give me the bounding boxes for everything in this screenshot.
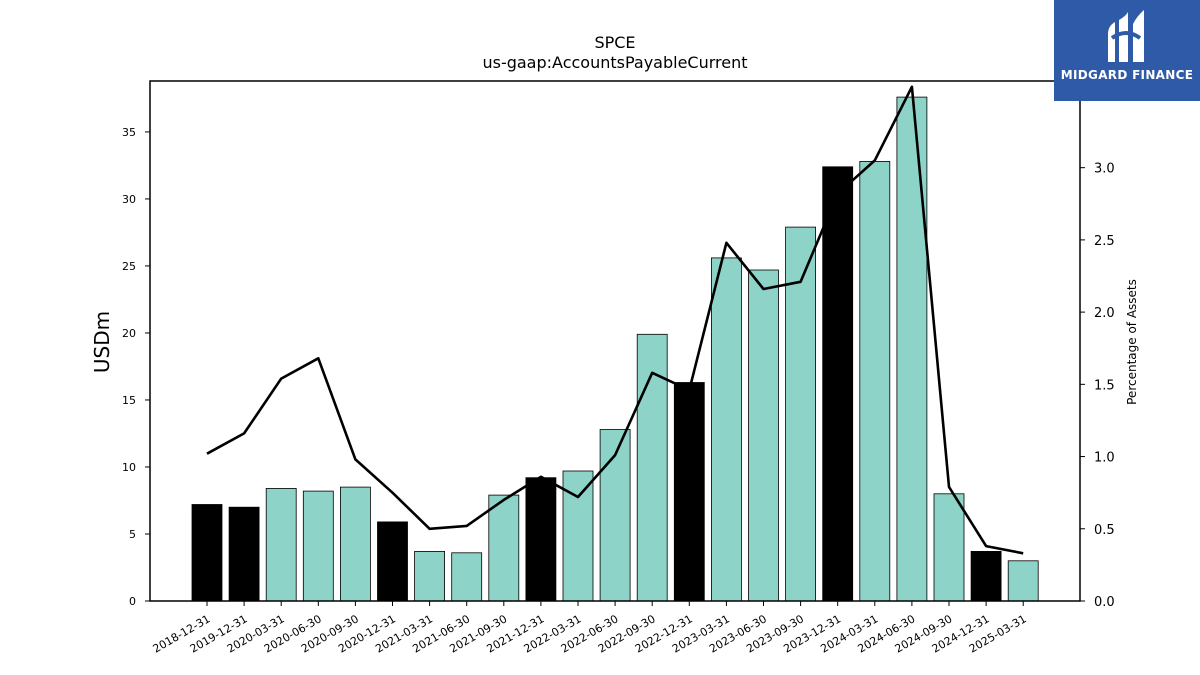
y2-tick-label: 1.0	[1094, 451, 1115, 466]
y-tick-label: 0	[129, 595, 136, 608]
y-tick-label: 20	[122, 327, 136, 340]
y-tick-label: 10	[122, 461, 136, 474]
bar-2021-09-30	[488, 494, 520, 602]
bar-2024-09-30	[933, 493, 965, 602]
bar-2020-12-31	[377, 521, 408, 602]
bar-2019-12-31	[228, 506, 260, 602]
bar-2023-09-30	[785, 226, 816, 602]
bar-2021-06-30	[451, 552, 483, 602]
y2-tick-label: 1.5	[1094, 378, 1115, 393]
pct-of-assets-line	[206, 85, 1024, 555]
bar-2018-12-31	[191, 504, 223, 602]
midgard-finance-logo: MIDGARD FINANCE	[1054, 0, 1200, 101]
bar-2024-06-30	[896, 96, 928, 602]
bar-2023-12-31	[822, 166, 854, 602]
bar-2025-03-31	[1007, 560, 1039, 602]
y-tick-label: 15	[122, 394, 136, 407]
bar-2023-03-31	[711, 257, 742, 602]
bar-2020-06-30	[302, 490, 334, 602]
bar-2023-06-30	[748, 269, 779, 602]
logo-mark-icon	[1108, 10, 1144, 62]
y-tick-label: 30	[122, 193, 136, 206]
y2-tick-label: 0.0	[1094, 595, 1115, 610]
bar-2022-12-31	[673, 382, 705, 602]
y2-axis-label: Percentage of Assets	[1125, 279, 1139, 405]
y-tick-label: 5	[129, 528, 136, 541]
bar-2021-12-31	[525, 477, 557, 602]
bar-2020-03-31	[265, 487, 297, 602]
bar-2021-03-31	[414, 551, 446, 602]
chart-subtitle: us-gaap:AccountsPayableCurrent	[482, 53, 747, 72]
bar-2020-09-30	[339, 486, 371, 602]
bar-2022-06-30	[599, 429, 631, 602]
y2-tick-label: 2.5	[1094, 234, 1115, 249]
y-tick-label: 35	[122, 126, 136, 139]
y-tick-label: 25	[122, 260, 136, 273]
y2-tick-label: 2.0	[1094, 306, 1115, 321]
y2-tick-label: 3.0	[1094, 162, 1115, 177]
y-axis-label: USDm	[90, 311, 114, 373]
chart-title: SPCE	[594, 33, 635, 52]
bar-2024-03-31	[859, 160, 891, 602]
bar-2024-12-31	[970, 551, 1002, 602]
y2-tick-label: 0.5	[1094, 523, 1115, 538]
logo-text: MIDGARD FINANCE	[1060, 68, 1194, 82]
